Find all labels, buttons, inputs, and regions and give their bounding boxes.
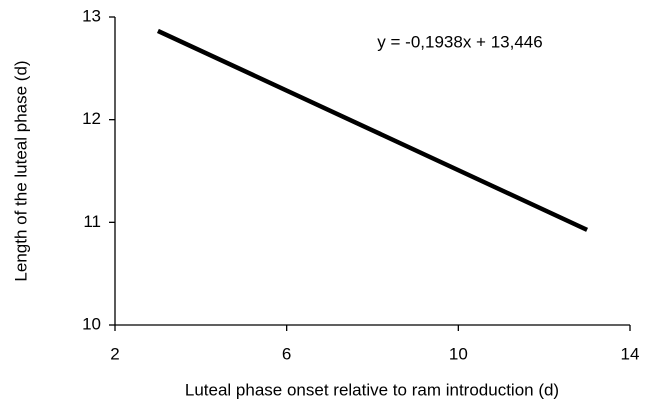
x-tick-label: 14 [621,344,640,363]
x-tick-label: 6 [282,344,291,363]
y-tick-label: 13 [82,6,101,25]
y-tick-label: 12 [82,109,101,128]
x-tick-label: 2 [110,344,119,363]
y-tick-label: 10 [82,314,101,333]
x-tick-label: 10 [449,344,468,363]
equation-annotation: y = -0,1938x + 13,446 [377,32,542,51]
regression-line [156,28,589,232]
y-axis-label: Length of the luteal phase (d) [11,60,30,281]
x-axis-label: Luteal phase onset relative to ram intro… [185,380,559,399]
y-tick-label: 11 [83,212,101,231]
